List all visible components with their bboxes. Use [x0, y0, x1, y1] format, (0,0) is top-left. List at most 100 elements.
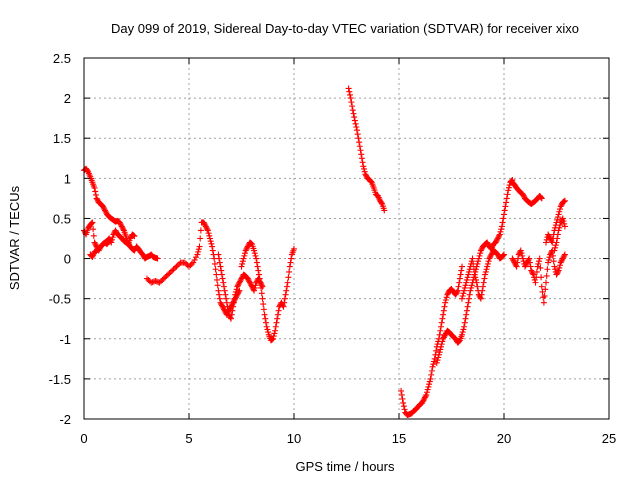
- data-point: [535, 260, 542, 267]
- data-point: [472, 268, 479, 275]
- data-point: [529, 270, 536, 277]
- data-point: [435, 351, 442, 358]
- series-segment-7: [345, 85, 388, 214]
- data-point: [127, 235, 134, 242]
- data-point: [241, 252, 248, 259]
- data-point: [494, 251, 501, 258]
- data-point: [102, 207, 108, 214]
- data-point: [560, 254, 567, 261]
- data-point: [286, 263, 293, 270]
- data-point: [538, 283, 545, 290]
- data-point: [190, 259, 197, 266]
- data-point: [505, 184, 512, 191]
- data-point: [92, 240, 99, 247]
- data-point: [254, 263, 261, 270]
- data-point: [494, 235, 501, 242]
- data-point: [420, 397, 427, 404]
- data-point: [284, 283, 290, 290]
- data-point: [215, 251, 222, 258]
- data-point: [514, 259, 521, 266]
- data-point: [557, 206, 563, 213]
- data-point: [256, 271, 262, 278]
- data-point: [381, 207, 388, 214]
- data-point: [214, 282, 221, 289]
- data-point: [346, 88, 353, 95]
- data-point: [559, 216, 566, 223]
- series-segment-12: [509, 247, 568, 306]
- data-point: [454, 288, 461, 295]
- data-point: [503, 199, 510, 206]
- data-point: [214, 276, 220, 283]
- data-point: [222, 291, 229, 298]
- data-point: [213, 271, 220, 278]
- data-point: [247, 280, 254, 287]
- data-point: [90, 226, 97, 233]
- x-tick-label: 0: [80, 431, 87, 446]
- data-point: [218, 301, 225, 308]
- data-point: [92, 242, 99, 249]
- data-point: [251, 284, 258, 291]
- plot-frame: [83, 57, 610, 420]
- data-point: [118, 223, 125, 230]
- data-point: [170, 266, 177, 273]
- data-point: [274, 311, 281, 318]
- data-point: [536, 255, 543, 262]
- series-segment-6: [238, 239, 297, 344]
- data-point: [202, 223, 209, 230]
- data-point: [401, 406, 408, 413]
- data-point: [218, 302, 225, 309]
- data-point: [260, 306, 267, 313]
- data-point: [461, 287, 468, 294]
- data-point: [221, 306, 227, 313]
- data-point: [464, 303, 471, 310]
- data-point: [427, 375, 434, 382]
- data-point: [556, 264, 563, 271]
- data-point: [91, 184, 98, 191]
- data-point: [435, 354, 442, 361]
- data-point: [442, 331, 449, 338]
- data-point: [354, 131, 361, 138]
- data-point: [440, 307, 447, 314]
- data-point: [240, 255, 247, 262]
- data-point: [554, 268, 561, 275]
- data-point: [518, 250, 525, 257]
- data-point: [272, 323, 279, 330]
- data-point: [479, 287, 486, 294]
- data-point: [439, 338, 446, 345]
- data-point: [283, 287, 290, 294]
- data-point: [231, 295, 238, 302]
- data-point: [477, 250, 484, 257]
- data-point: [186, 263, 192, 270]
- data-point: [203, 224, 210, 231]
- data-point: [538, 194, 545, 201]
- data-point: [440, 335, 447, 342]
- data-point: [158, 278, 164, 285]
- data-point: [463, 276, 470, 283]
- data-point: [361, 165, 367, 172]
- data-point: [238, 275, 245, 282]
- data-point: [425, 383, 432, 390]
- series-segment-9: [433, 176, 516, 366]
- data-point: [539, 288, 546, 295]
- data-point: [494, 236, 500, 243]
- data-point: [165, 271, 171, 278]
- data-point: [229, 307, 236, 314]
- data-point: [465, 299, 472, 306]
- y-tick-label: 0.5: [53, 211, 71, 226]
- data-point: [173, 263, 180, 270]
- data-point: [227, 314, 234, 321]
- data-point: [439, 315, 446, 322]
- data-point: [477, 294, 484, 301]
- data-point: [536, 258, 542, 265]
- data-point: [139, 251, 146, 258]
- data-point: [431, 358, 437, 365]
- data-point: [166, 270, 173, 277]
- data-point: [557, 222, 563, 229]
- data-point: [534, 263, 541, 270]
- data-point: [522, 262, 529, 269]
- data-point: [218, 267, 225, 274]
- data-point: [216, 291, 223, 298]
- data-point: [202, 222, 209, 229]
- data-point: [92, 191, 99, 198]
- data-point: [559, 215, 566, 222]
